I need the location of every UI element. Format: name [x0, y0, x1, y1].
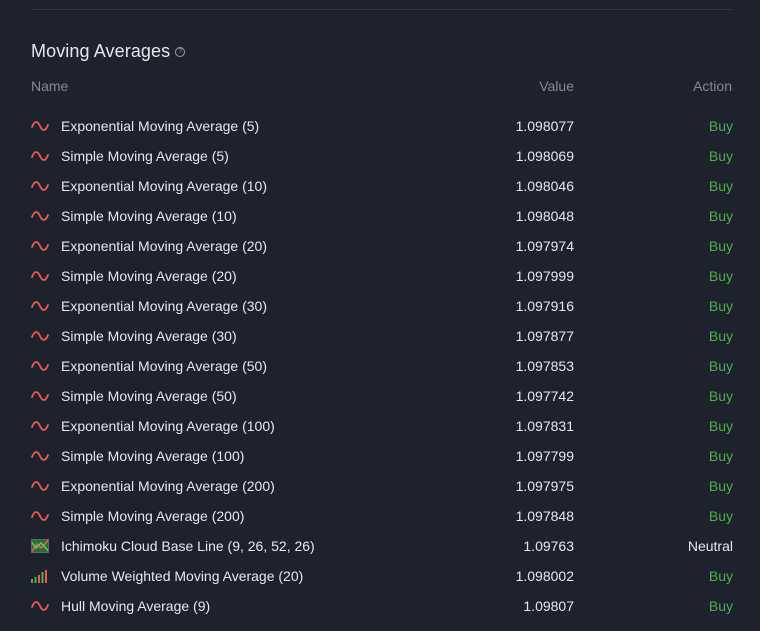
indicator-value: 1.097999 — [515, 268, 574, 284]
wave-icon — [31, 419, 49, 433]
wave-icon — [31, 329, 49, 343]
indicator-action: Buy — [708, 448, 733, 464]
indicator-action: Buy — [708, 418, 733, 434]
indicator-action: Buy — [708, 298, 733, 314]
indicator-action: Neutral — [687, 538, 733, 554]
indicator-action: Buy — [708, 478, 733, 494]
indicator-value: 1.097975 — [515, 478, 574, 494]
table-row[interactable]: Hull Moving Average (9) 1.09807 Buy — [31, 591, 733, 621]
table-row[interactable]: Exponential Moving Average (100) 1.097831… — [31, 411, 733, 441]
table-row[interactable]: Simple Moving Average (10) 1.098048 Buy — [31, 201, 733, 231]
indicator-action: Buy — [708, 238, 733, 254]
wave-icon — [31, 269, 49, 283]
wave-icon — [31, 299, 49, 313]
indicator-name[interactable]: Exponential Moving Average (100) — [61, 418, 275, 434]
indicator-name[interactable]: Exponential Moving Average (50) — [61, 358, 267, 374]
indicator-name[interactable]: Hull Moving Average (9) — [61, 598, 211, 614]
indicator-action: Buy — [708, 268, 733, 284]
wave-icon — [31, 449, 49, 463]
indicator-action: Buy — [708, 568, 733, 584]
wave-icon — [31, 509, 49, 523]
indicator-action: Buy — [708, 358, 733, 374]
section-title-text: Moving Averages — [31, 40, 171, 61]
indicator-value: 1.097799 — [515, 448, 574, 464]
table-row[interactable]: Exponential Moving Average (50) 1.097853 B… — [31, 351, 733, 381]
table-row[interactable]: Simple Moving Average (5) 1.098069 Buy — [31, 141, 733, 171]
wave-icon — [31, 599, 49, 613]
indicator-table-body: Exponential Moving Average (5) 1.098077 Bu… — [30, 111, 733, 621]
indicator-name[interactable]: Volume Weighted Moving Average (20) — [61, 568, 304, 584]
indicator-action: Buy — [708, 178, 733, 194]
indicator-value: 1.098048 — [515, 208, 574, 224]
wave-icon — [31, 179, 49, 193]
indicator-value: 1.09763 — [523, 538, 574, 554]
indicator-name[interactable]: Simple Moving Average (100) — [61, 448, 245, 464]
indicator-name[interactable]: Simple Moving Average (5) — [61, 148, 229, 164]
indicator-value: 1.097877 — [515, 328, 574, 344]
indicator-name[interactable]: Simple Moving Average (10) — [61, 208, 237, 224]
indicator-value: 1.098046 — [515, 178, 574, 194]
section-divider — [31, 9, 732, 10]
indicator-value: 1.097848 — [515, 508, 574, 524]
ichimoku-cloud-icon — [30, 539, 50, 553]
indicator-action: Buy — [708, 148, 733, 164]
wave-icon — [31, 119, 49, 133]
indicator-action: Buy — [708, 328, 733, 344]
indicator-name[interactable]: Ichimoku Cloud Base Line (9, 26, 52, 26) — [61, 538, 315, 554]
indicator-value: 1.097974 — [515, 238, 574, 254]
indicator-name[interactable]: Simple Moving Average (50) — [61, 388, 237, 404]
table-row[interactable]: Simple Moving Average (100) 1.097799 Buy — [31, 441, 733, 471]
indicator-name[interactable]: Simple Moving Average (20) — [61, 268, 237, 284]
wave-icon — [31, 209, 49, 223]
table-header: Name Value Action — [31, 76, 732, 96]
table-row[interactable]: Simple Moving Average (200) 1.097848 Buy — [31, 501, 733, 531]
wave-icon — [31, 479, 49, 493]
table-row[interactable]: Exponential Moving Average (20) 1.097974 B… — [31, 231, 733, 261]
indicator-name[interactable]: Exponential Moving Average (30) — [61, 298, 267, 314]
indicator-name[interactable]: Exponential Moving Average (10) — [61, 178, 267, 194]
table-row[interactable]: Volume Weighted Moving Average (20) 1.098… — [31, 561, 733, 591]
section-title: Moving Averages ? — [31, 39, 186, 63]
indicator-name[interactable]: Exponential Moving Average (5) — [61, 118, 260, 134]
wave-icon — [31, 359, 49, 373]
indicator-value: 1.098069 — [515, 148, 574, 164]
indicator-value: 1.097916 — [515, 298, 574, 314]
table-row[interactable]: Exponential Moving Average (30) 1.097916 B… — [31, 291, 733, 321]
indicator-value: 1.097853 — [515, 358, 574, 374]
indicator-name[interactable]: Simple Moving Average (30) — [61, 328, 237, 344]
table-row[interactable]: Simple Moving Average (20) 1.097999 Buy — [31, 261, 733, 291]
indicator-action: Buy — [708, 508, 733, 524]
indicator-value: 1.098077 — [515, 118, 574, 134]
indicator-value: 1.09807 — [523, 598, 574, 614]
column-header-name: Name — [31, 78, 69, 94]
column-header-value: Value — [539, 78, 574, 94]
help-icon[interactable]: ? — [175, 47, 186, 57]
wave-icon — [31, 149, 49, 163]
table-row[interactable]: Exponential Moving Average (200) 1.097975… — [31, 471, 733, 501]
indicator-value: 1.097831 — [515, 418, 574, 434]
indicator-name[interactable]: Exponential Moving Average (200) — [61, 478, 275, 494]
indicator-name[interactable]: Exponential Moving Average (20) — [61, 238, 267, 254]
column-header-action: Action — [693, 78, 732, 94]
indicator-action: Buy — [708, 598, 733, 614]
indicator-value: 1.098002 — [515, 568, 574, 584]
table-row[interactable]: Simple Moving Average (30) 1.097877 Buy — [31, 321, 733, 351]
wave-icon — [31, 389, 49, 403]
indicator-action: Buy — [708, 388, 733, 404]
table-row[interactable]: Exponential Moving Average (5) 1.098077 Bu… — [31, 111, 733, 141]
table-row[interactable]: Simple Moving Average (50) 1.097742 Buy — [31, 381, 733, 411]
indicator-value: 1.097742 — [515, 388, 574, 404]
volume-bars-icon — [31, 569, 49, 583]
indicator-action: Buy — [708, 208, 733, 224]
indicator-action: Buy — [708, 118, 733, 134]
table-row[interactable]: Exponential Moving Average (10) 1.098046 B… — [31, 171, 733, 201]
table-row[interactable]: Ichimoku Cloud Base Line (9, 26, 52, 26)… — [30, 531, 733, 561]
wave-icon — [31, 239, 49, 253]
indicator-name[interactable]: Simple Moving Average (200) — [61, 508, 245, 524]
